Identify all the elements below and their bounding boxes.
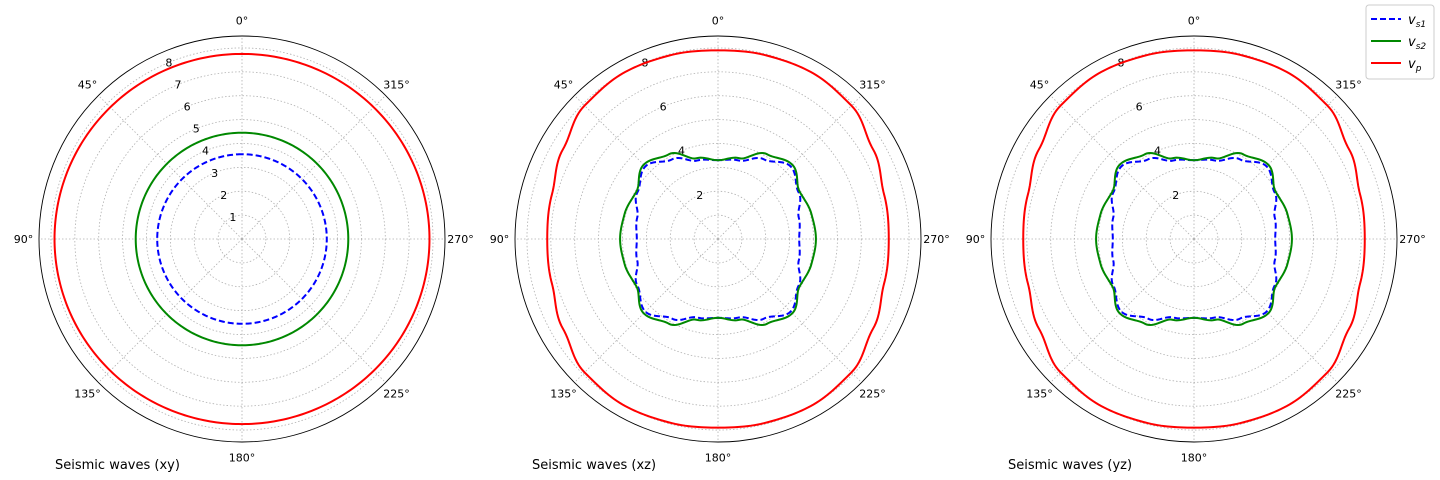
- angle-tick-label: 315°: [859, 78, 886, 91]
- radial-gridline: [193, 190, 291, 288]
- series-v-s2: [619, 151, 817, 327]
- angular-gridline: [1050, 95, 1195, 240]
- radial-gridline: [574, 95, 862, 383]
- radial-tick-label: 4: [202, 145, 209, 158]
- series-v-s1: [156, 153, 328, 325]
- radial-gridline: [1026, 71, 1362, 407]
- angular-gridline: [98, 238, 243, 383]
- legend-label: vp: [1408, 57, 1422, 74]
- series-v-p: [53, 52, 431, 426]
- panel-label: Seismic waves (xz): [532, 458, 656, 473]
- radial-tick-label: 6: [184, 101, 191, 114]
- polar-panel-2: 24680°45°90°135°180°225°270°315°Seismic …: [490, 14, 950, 473]
- radial-gridline: [146, 143, 338, 335]
- radial-tick-label: 2: [1172, 189, 1179, 202]
- panel-label: Seismic waves (xy): [55, 458, 180, 473]
- panel-label: Seismic waves (yz): [1008, 458, 1132, 473]
- series-v-s2: [134, 131, 350, 347]
- series-v-s2: [1095, 151, 1293, 327]
- radial-gridline: [1145, 190, 1243, 288]
- radial-tick-label: 1: [229, 211, 236, 224]
- legend-label: vs1: [1408, 13, 1426, 30]
- radial-gridline: [693, 214, 743, 264]
- angular-gridline: [717, 95, 862, 240]
- angular-gridline: [574, 95, 719, 240]
- angle-tick-label: 180°: [229, 452, 256, 465]
- radial-tick-label: 3: [211, 167, 218, 180]
- series-v-p: [546, 49, 890, 429]
- radial-gridline: [1074, 119, 1314, 359]
- radial-gridline: [1050, 95, 1338, 383]
- angle-tick-label: 225°: [383, 388, 410, 401]
- series-v-p: [1022, 49, 1366, 429]
- angle-tick-label: 45°: [554, 78, 574, 91]
- angular-gridline: [241, 95, 386, 240]
- angular-gridline: [574, 238, 719, 383]
- radial-gridline: [217, 214, 267, 264]
- radial-gridline: [50, 47, 434, 431]
- angle-tick-label: 135°: [550, 388, 577, 401]
- radial-gridline: [98, 95, 386, 383]
- angle-tick-label: 0°: [712, 14, 725, 27]
- angular-gridline: [1050, 238, 1195, 383]
- angle-tick-label: 180°: [1181, 452, 1208, 465]
- angle-tick-label: 135°: [74, 388, 101, 401]
- radial-tick-label: 6: [1136, 101, 1143, 114]
- angle-tick-label: 270°: [1399, 233, 1426, 246]
- radial-gridline: [645, 166, 791, 312]
- radial-gridline: [1002, 47, 1386, 431]
- radial-gridline: [526, 47, 910, 431]
- radial-gridline: [1121, 166, 1267, 312]
- angle-tick-label: 90°: [490, 233, 510, 246]
- angle-tick-label: 315°: [383, 78, 410, 91]
- radial-tick-label: 4: [1154, 145, 1161, 158]
- angle-tick-label: 90°: [966, 233, 986, 246]
- angle-tick-label: 225°: [1335, 388, 1362, 401]
- angle-tick-label: 270°: [447, 233, 474, 246]
- angular-gridline: [717, 238, 862, 383]
- angular-gridline: [241, 238, 386, 383]
- polar-panels: 123456780°45°90°135°180°225°270°315°Seis…: [14, 14, 1426, 473]
- angle-tick-label: 270°: [923, 233, 950, 246]
- radial-tick-label: 2: [696, 189, 703, 202]
- polar-frame: [514, 35, 922, 443]
- angle-tick-label: 0°: [1188, 14, 1201, 27]
- radial-gridline: [74, 71, 410, 407]
- angular-gridline: [1193, 95, 1338, 240]
- polar-panel-3: 24680°45°90°135°180°225°270°315°Seismic …: [966, 14, 1426, 473]
- radial-gridline: [169, 166, 315, 312]
- radial-gridline: [1169, 214, 1219, 264]
- legend-label: vs2: [1408, 35, 1426, 52]
- radial-gridline: [669, 190, 767, 288]
- polar-frame: [990, 35, 1398, 443]
- radial-gridline: [622, 143, 814, 335]
- angle-tick-label: 45°: [1030, 78, 1050, 91]
- radial-tick-label: 5: [193, 123, 200, 136]
- angle-tick-label: 0°: [236, 14, 249, 27]
- angular-gridline: [1193, 238, 1338, 383]
- radial-tick-label: 8: [165, 56, 172, 69]
- radial-tick-label: 4: [678, 145, 685, 158]
- angular-gridline: [98, 95, 243, 240]
- radial-tick-label: 6: [660, 101, 667, 114]
- legend: vs1 vs2 vp: [1365, 4, 1435, 80]
- radial-tick-label: 7: [175, 79, 182, 92]
- radial-gridline: [1098, 143, 1290, 335]
- polar-frame: [38, 35, 446, 443]
- angle-tick-label: 90°: [14, 233, 34, 246]
- angle-tick-label: 45°: [78, 78, 98, 91]
- angle-tick-label: 180°: [705, 452, 732, 465]
- radial-tick-label: 2: [220, 189, 227, 202]
- angle-tick-label: 135°: [1026, 388, 1053, 401]
- radial-gridline: [122, 119, 362, 359]
- angle-tick-label: 315°: [1335, 78, 1362, 91]
- radial-gridline: [598, 119, 838, 359]
- angle-tick-label: 225°: [859, 388, 886, 401]
